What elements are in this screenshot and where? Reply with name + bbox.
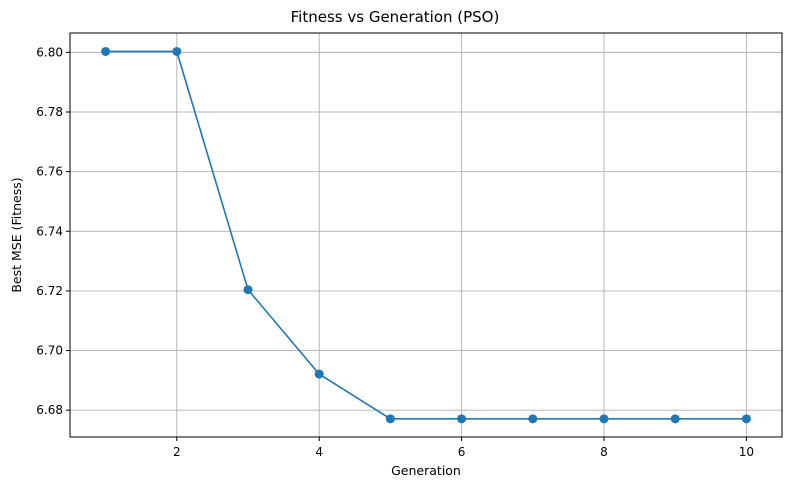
data-point-9: [670, 414, 680, 424]
y-axis: 6.68 6.70 6.72 6.74 6.76 6.78 6.80: [36, 45, 70, 417]
plot-frame: [69, 32, 783, 438]
x-tick-label-1: 4: [315, 445, 323, 459]
y-tick-label-2: 6.72: [36, 284, 63, 298]
data-point-4: [314, 369, 324, 379]
y-tick-label-4: 6.76: [36, 165, 63, 179]
data-point-1: [101, 46, 111, 56]
y-tick-label-3: 6.74: [36, 224, 63, 238]
y-axis-label: Best MSE (Fitness): [9, 177, 24, 292]
series-line-0: [105, 50, 747, 420]
data-point-2: [172, 46, 182, 56]
x-tick-label-2: 6: [458, 445, 466, 459]
data-point-8: [599, 414, 609, 424]
data-point-6: [457, 414, 467, 424]
x-axis-label: Generation: [391, 463, 461, 478]
grid: [70, 33, 782, 437]
x-tick-label-3: 8: [600, 445, 608, 459]
y-tick-label-0: 6.68: [36, 403, 63, 417]
series-layer: [101, 46, 751, 424]
data-point-7: [528, 414, 538, 424]
chart-title: Fitness vs Generation (PSO): [291, 8, 500, 26]
x-tick-label-4: 10: [739, 445, 754, 459]
y-tick-label-5: 6.78: [36, 105, 63, 119]
x-axis: 2 4 6 8 10: [173, 437, 754, 459]
data-point-5: [385, 414, 395, 424]
data-point-3: [243, 285, 253, 295]
x-tick-label-0: 2: [173, 445, 181, 459]
y-tick-label-6: 6.80: [36, 45, 63, 59]
y-tick-label-1: 6.70: [36, 344, 63, 358]
data-point-10: [741, 414, 751, 424]
